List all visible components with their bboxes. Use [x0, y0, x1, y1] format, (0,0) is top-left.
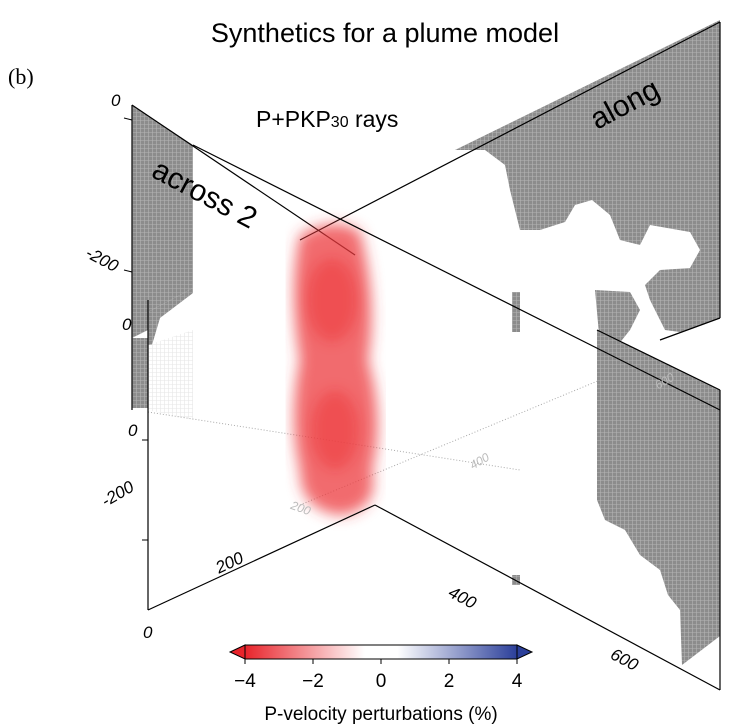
panel-label: (b): [8, 64, 34, 89]
plume-anomaly: [294, 224, 378, 515]
bottom-tick-200: 200: [212, 548, 247, 578]
rays-subtitle-sub: 30: [331, 114, 349, 131]
front-tick-m200: -200: [98, 477, 137, 511]
bottom-tick-400: 400: [445, 583, 479, 613]
faint-tick-200: 200: [288, 498, 313, 518]
front-tick-0: 0: [128, 421, 138, 440]
bottom-tick-600: 600: [607, 645, 641, 675]
colorbar-min-arrow: [228, 644, 246, 660]
rays-subtitle: P+PKP30 rays: [256, 106, 398, 132]
bottom-tick-0: 0: [143, 623, 153, 642]
back-section: [123, 104, 356, 410]
colorbar-tick-label: −4: [234, 671, 256, 692]
colorbar: −4 −2 0 2 4: [228, 644, 534, 692]
faint-tick-400: 400: [467, 450, 492, 472]
colorbar-tick-label: 4: [512, 671, 523, 692]
rays-subtitle-tail: rays: [349, 106, 399, 132]
colorbar-tick-label: 2: [444, 671, 455, 692]
front-section: [512, 329, 721, 690]
colorbar-tick-label: 0: [376, 671, 387, 692]
figure-title: Synthetics for a plume model: [211, 18, 559, 48]
mid-tick-0: 0: [122, 315, 132, 334]
back-tick-0: 0: [111, 91, 121, 110]
back-tick-m200: -200: [83, 243, 122, 276]
rays-subtitle-main: P+PKP: [256, 106, 331, 132]
colorbar-gradient: [244, 644, 518, 660]
colorbar-label: P-velocity perturbations (%): [264, 704, 497, 725]
colorbar-max-arrow: [516, 644, 534, 660]
front-axes: [142, 144, 721, 691]
colorbar-tick-label: −2: [302, 671, 324, 692]
along-section: [299, 20, 721, 345]
